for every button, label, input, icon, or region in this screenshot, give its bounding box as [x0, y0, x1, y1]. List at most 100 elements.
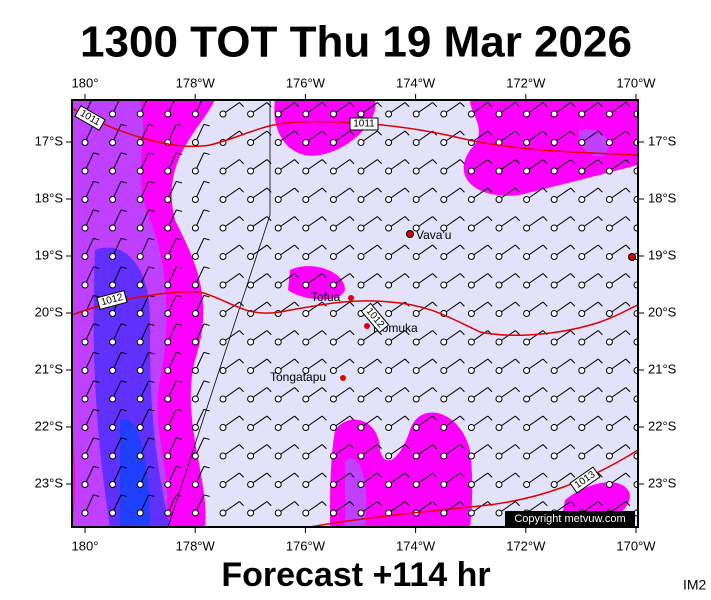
barb-feather — [625, 444, 631, 450]
barb-station — [109, 167, 117, 175]
barb-station — [164, 167, 172, 175]
barb-feather — [239, 472, 244, 478]
barb-feather — [515, 216, 520, 222]
barb-feather — [515, 130, 520, 136]
barb-station — [302, 110, 310, 118]
barb-station — [329, 338, 337, 346]
barb-feather — [459, 472, 465, 478]
barb-feather — [542, 159, 548, 165]
barb-station — [440, 139, 448, 146]
barb-station — [467, 424, 475, 431]
lon-label: 172°W — [506, 75, 546, 90]
barb-station — [605, 167, 613, 175]
barb-station — [412, 139, 420, 146]
barb-feather — [487, 102, 493, 108]
lat-label: 18°S — [648, 190, 677, 205]
barb-station — [495, 224, 503, 232]
barb-station — [247, 509, 255, 517]
barb-station — [578, 196, 586, 203]
barb-feather — [459, 159, 465, 165]
barb-station — [495, 167, 503, 175]
place-marker — [364, 323, 370, 329]
barb-station — [164, 395, 172, 403]
barb-feather — [515, 301, 520, 307]
barb-feather — [120, 494, 127, 497]
barb-feather — [515, 330, 520, 336]
barb-station — [357, 196, 365, 203]
barb-station — [550, 167, 558, 175]
barb-station — [329, 424, 337, 431]
barb-feather — [653, 217, 657, 221]
barb-feather — [653, 445, 657, 449]
barb-station — [136, 338, 144, 346]
barb-feather — [239, 244, 244, 250]
barb-feather — [349, 301, 355, 307]
barb-station — [329, 481, 337, 488]
barb-station — [523, 167, 531, 175]
barb-feather — [149, 96, 155, 98]
barb-station — [357, 509, 365, 517]
barb-feather — [321, 216, 327, 222]
barb-station — [605, 424, 613, 431]
barb-feather — [176, 351, 183, 355]
barb-station — [81, 424, 89, 431]
barb-feather — [432, 444, 438, 450]
barb-station — [495, 395, 503, 403]
barb-feather — [432, 102, 438, 108]
isobar-label-box — [74, 105, 106, 131]
barb-station — [605, 139, 613, 146]
barb-feather — [570, 415, 576, 421]
barb-feather — [266, 387, 272, 393]
barb-station — [302, 196, 310, 203]
rain-area — [288, 266, 345, 300]
barb-station — [191, 139, 199, 146]
barb-feather — [93, 494, 100, 497]
barb-station — [136, 310, 144, 317]
rain-band-core — [120, 418, 150, 527]
barb-feather — [176, 123, 183, 127]
barb-station — [164, 452, 172, 460]
barb-station — [440, 509, 448, 517]
barb-feather — [404, 415, 410, 421]
lon-label: 178°W — [176, 538, 216, 553]
barb-feather — [597, 301, 603, 307]
barb-feather — [625, 130, 631, 136]
barb-feather — [653, 502, 657, 506]
barb-feather — [239, 159, 244, 165]
barb-station — [357, 167, 365, 175]
barb-station — [550, 452, 558, 460]
barb-station — [191, 167, 199, 175]
barb-feather — [321, 501, 327, 507]
barb-station — [550, 338, 558, 346]
barb-station — [81, 367, 89, 374]
barb-feather — [176, 237, 183, 241]
barb-feather — [349, 244, 355, 250]
barb-station — [274, 509, 282, 517]
barb-feather — [93, 437, 100, 440]
barb-station — [164, 110, 172, 118]
barb-station — [440, 167, 448, 175]
rain-area — [274, 100, 376, 156]
barb-feather — [570, 358, 576, 364]
barb-feather — [570, 330, 576, 336]
barb-station — [136, 281, 144, 289]
barb-feather — [294, 301, 300, 307]
barb-station — [302, 139, 310, 146]
barb-station — [164, 310, 172, 317]
barb-feather — [239, 444, 244, 450]
barb-feather — [203, 323, 210, 326]
barb-station — [467, 509, 475, 517]
barb-station — [247, 338, 255, 346]
barb-feather — [625, 216, 631, 222]
barb-shaft — [636, 169, 638, 172]
barb-station — [523, 395, 531, 403]
barb-station — [578, 424, 586, 431]
barb-feather — [294, 472, 300, 478]
barb-station — [440, 196, 448, 203]
barb-station — [495, 281, 503, 289]
barb-feather — [625, 415, 631, 421]
barb-feather — [597, 273, 603, 279]
barb-station — [357, 110, 365, 118]
barb-station — [412, 452, 420, 460]
barb-feather — [203, 209, 210, 212]
